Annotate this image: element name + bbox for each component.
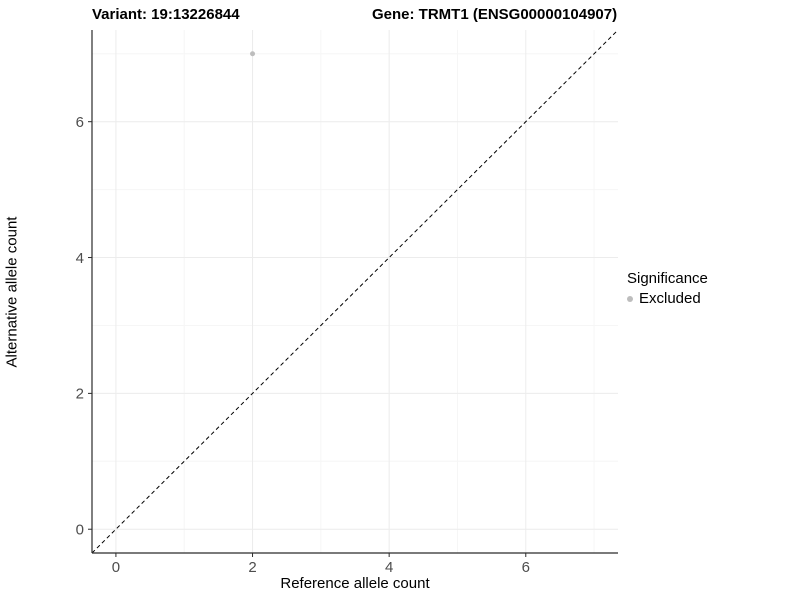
legend: Significance Excluded (627, 270, 708, 307)
x-tick-label: 4 (385, 559, 393, 576)
x-tick-label: 0 (112, 559, 120, 576)
y-tick-label: 6 (76, 114, 84, 131)
legend-item: Excluded (627, 290, 708, 307)
y-tick-label: 0 (76, 521, 84, 538)
chart-title-gene: Gene: TRMT1 (ENSG00000104907) (372, 6, 618, 23)
x-tick-label: 6 (522, 559, 530, 576)
legend-item-label: Excluded (639, 290, 701, 307)
chart-title-variant: Variant: 19:13226844 (92, 6, 240, 23)
identity-reference-line (91, 29, 619, 554)
y-axis-label: Alternative allele count (3, 216, 21, 368)
legend-title: Significance (627, 270, 708, 287)
legend-key-point (627, 295, 633, 302)
x-axis-label: Reference allele count (280, 575, 430, 592)
x-tick-label: 2 (248, 559, 256, 576)
y-tick-label: 2 (76, 386, 84, 403)
data-point (250, 51, 256, 57)
y-tick-label: 4 (76, 250, 84, 267)
